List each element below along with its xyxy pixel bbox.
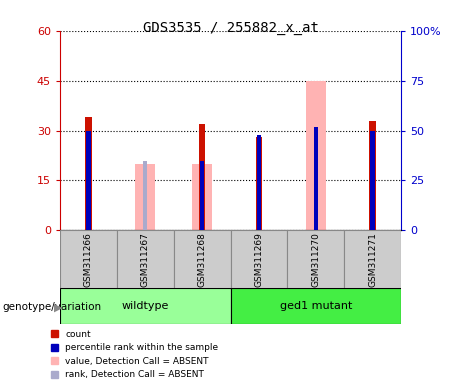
Text: ged1 mutant: ged1 mutant <box>280 301 352 311</box>
Text: GSM311270: GSM311270 <box>311 232 320 286</box>
Bar <box>86 131 91 230</box>
Text: GSM311269: GSM311269 <box>254 232 263 286</box>
Bar <box>192 164 212 230</box>
Text: GSM311271: GSM311271 <box>368 232 377 286</box>
Text: genotype/variation: genotype/variation <box>2 302 101 312</box>
Bar <box>255 137 262 230</box>
Bar <box>60 288 230 324</box>
Bar <box>143 161 148 230</box>
Bar <box>369 121 376 230</box>
Text: ▶: ▶ <box>54 302 63 312</box>
Bar <box>313 127 318 230</box>
Bar <box>85 117 92 230</box>
Bar <box>230 288 401 324</box>
Bar <box>117 230 174 288</box>
Text: GSM311268: GSM311268 <box>198 232 207 286</box>
Bar <box>306 81 326 230</box>
Bar <box>174 230 230 288</box>
Bar <box>60 230 117 288</box>
Bar <box>230 230 287 288</box>
Bar <box>287 230 344 288</box>
Bar <box>200 161 204 230</box>
Bar <box>199 124 206 230</box>
Text: GSM311267: GSM311267 <box>141 232 150 286</box>
Text: GDS3535 / 255882_x_at: GDS3535 / 255882_x_at <box>142 21 319 35</box>
Text: GSM311266: GSM311266 <box>84 232 93 286</box>
Bar <box>344 230 401 288</box>
Bar <box>135 164 155 230</box>
Text: wildtype: wildtype <box>122 301 169 311</box>
Bar <box>257 134 261 230</box>
Legend: count, percentile rank within the sample, value, Detection Call = ABSENT, rank, : count, percentile rank within the sample… <box>51 330 218 379</box>
Bar <box>370 131 375 230</box>
